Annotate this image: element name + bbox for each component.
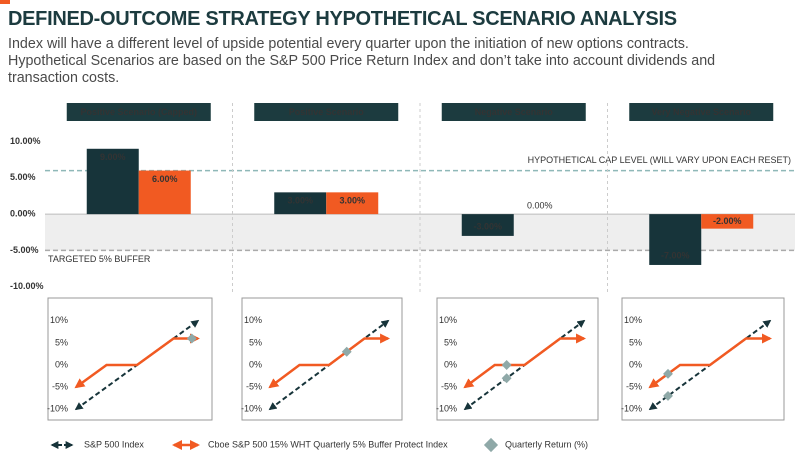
- title: DEFINED-OUTCOME STRATEGY HYPOTHETICAL SC…: [8, 8, 677, 30]
- value-label: 9.00%: [100, 152, 126, 162]
- y-tick-label: 5%: [249, 337, 262, 347]
- quarterly-return-point: [501, 360, 512, 370]
- y-tick-label: 0%: [55, 359, 68, 369]
- buffer-line: [74, 333, 200, 389]
- category-header: [441, 103, 586, 121]
- quarterly-return-point: [663, 368, 673, 379]
- buffer-line: [463, 333, 587, 389]
- buffer-line: [268, 333, 391, 389]
- quarterly-return-point: [501, 373, 512, 384]
- y-tick-label: -10%: [47, 404, 68, 414]
- bar: [274, 192, 327, 215]
- bar: [649, 214, 702, 265]
- y-tick-label: -10%: [436, 404, 457, 414]
- cap-label: HYPOTHETICAL CAP LEVEL (WILL VARY UPON E…: [528, 155, 791, 165]
- value-label: -3.00%: [473, 221, 502, 231]
- value-label: 6.00%: [152, 174, 178, 184]
- y-tick-label: 10%: [244, 315, 262, 325]
- y-tick-label: 5%: [629, 337, 642, 347]
- y-tick-label: 0%: [444, 359, 457, 369]
- panel: [621, 297, 785, 421]
- y-tick-label: 0%: [629, 359, 642, 369]
- y-tick-label: 5%: [55, 337, 68, 347]
- y-tick-label: -5%: [626, 381, 642, 391]
- category-header: [66, 103, 211, 121]
- bar: [461, 214, 514, 236]
- y-tick-label: 5%: [444, 337, 457, 347]
- bar: [326, 192, 379, 215]
- y-tick-label: 10%: [439, 315, 457, 325]
- y-tick-label: 0%: [249, 359, 262, 369]
- y-tick-label: -10%: [241, 404, 262, 414]
- panel: [436, 297, 599, 421]
- category-label: Very Negative Scenario: [651, 107, 751, 117]
- legend-label: Cboe S&P 500 15% WHT Quarterly 5% Buffer…: [208, 439, 448, 449]
- panel: [47, 297, 213, 421]
- quarterly-return-point: [341, 346, 352, 357]
- subtitle: Index will have a different level of ups…: [8, 36, 716, 86]
- y-tick-label: 0.00%: [10, 209, 36, 219]
- y-tick-label: 10.00%: [10, 136, 41, 146]
- accent-mark: [0, 0, 10, 4]
- category-label: Positive Scenario: [289, 107, 365, 117]
- legend-marker: [483, 437, 499, 453]
- y-tick-label: 10%: [50, 315, 68, 325]
- bar: [701, 214, 754, 229]
- value-label: -7.00%: [661, 250, 690, 260]
- category-header: [629, 103, 774, 121]
- bar: [86, 148, 139, 215]
- y-tick-label: -5.00%: [10, 245, 39, 255]
- panel: [241, 297, 403, 421]
- value-label: 0.00%: [527, 201, 553, 211]
- y-tick-label: -5%: [52, 381, 68, 391]
- y-tick-label: -10.00%: [10, 281, 44, 291]
- value-label: 3.00%: [287, 196, 313, 206]
- category-header: [254, 103, 399, 121]
- y-tick-label: 10%: [624, 315, 642, 325]
- y-tick-label: -10%: [621, 404, 642, 414]
- y-tick-label: -5%: [246, 381, 262, 391]
- quarterly-return-point: [186, 333, 197, 344]
- legend-label: S&P 500 Index: [84, 439, 144, 449]
- y-tick-label: -5%: [441, 381, 457, 391]
- category-label: Positive Scenario (Capped): [80, 107, 197, 117]
- buffer-label: TARGETED 5% BUFFER: [48, 254, 151, 264]
- y-tick-label: 5.00%: [10, 172, 36, 182]
- bar: [138, 170, 191, 215]
- quarterly-return-point: [663, 390, 673, 401]
- value-label: 3.00%: [339, 196, 365, 206]
- value-label: -2.00%: [713, 216, 742, 226]
- legend-label: Quarterly Return (%): [505, 439, 588, 449]
- category-label: Negative Scenario: [475, 107, 554, 117]
